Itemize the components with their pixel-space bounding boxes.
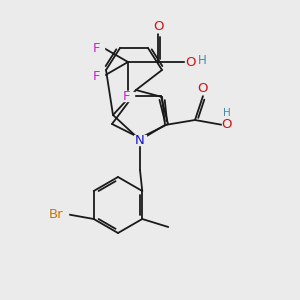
Text: Br: Br: [48, 208, 63, 220]
Bar: [134, 135, 146, 145]
Text: F: F: [93, 41, 100, 55]
Bar: [185, 58, 195, 67]
Text: H: H: [223, 108, 231, 118]
Bar: [44, 209, 68, 219]
Text: F: F: [93, 70, 100, 83]
Text: O: O: [185, 56, 195, 68]
Bar: [92, 71, 104, 80]
Text: N: N: [135, 134, 145, 146]
Text: H: H: [198, 53, 206, 67]
Bar: [122, 92, 134, 100]
Text: O: O: [222, 118, 232, 131]
Bar: [222, 120, 232, 130]
Text: O: O: [198, 82, 208, 95]
Text: O: O: [153, 20, 163, 34]
Text: F: F: [122, 91, 130, 103]
Bar: [152, 22, 164, 32]
Bar: [92, 44, 104, 52]
Bar: [197, 84, 209, 94]
